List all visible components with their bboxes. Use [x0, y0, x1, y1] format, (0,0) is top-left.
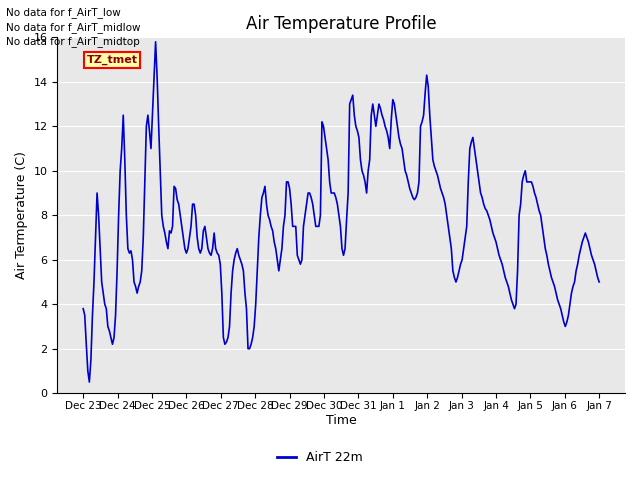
- Text: No data for f_AirT_low: No data for f_AirT_low: [6, 7, 121, 18]
- Legend: AirT 22m: AirT 22m: [272, 446, 368, 469]
- Text: No data for f_AirT_midtop: No data for f_AirT_midtop: [6, 36, 140, 47]
- X-axis label: Time: Time: [326, 414, 356, 427]
- Text: No data for f_AirT_midlow: No data for f_AirT_midlow: [6, 22, 141, 33]
- Y-axis label: Air Termperature (C): Air Termperature (C): [15, 151, 28, 279]
- Title: Air Temperature Profile: Air Temperature Profile: [246, 15, 436, 33]
- Text: TZ_tmet: TZ_tmet: [86, 55, 138, 65]
